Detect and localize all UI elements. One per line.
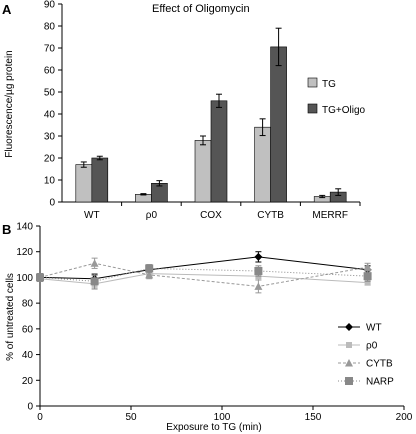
- chart-b: 0 20 40 60 80 100 120 140 0 50 100 150 200 WT ρ0 CYTB NA…: [16, 222, 412, 424]
- y-tick-label-b: 0: [27, 402, 33, 413]
- chart-a-ylabel: Fluorescence/µg protein: [4, 50, 15, 158]
- y-tick-label-a: 0: [49, 198, 55, 209]
- bar-tg-oligo: [91, 157, 109, 203]
- y-tick-label-a: 60: [44, 66, 56, 77]
- x-tick-label-b: 200: [396, 412, 413, 423]
- x-tick-label-a: ρ0: [146, 210, 158, 221]
- y-tick-label-b: 120: [16, 247, 33, 258]
- x-tick-label-b: 0: [37, 412, 43, 423]
- y-tick-label-a: 10: [44, 176, 56, 187]
- y-tick-label-a: 30: [44, 132, 56, 143]
- legend-label-a: TG+Oligo: [322, 105, 366, 116]
- point-narp: [363, 272, 372, 281]
- x-tick-label-a: WT: [84, 210, 100, 221]
- point-cytb: [254, 282, 263, 290]
- x-tick-label-a: MERRF: [312, 210, 348, 221]
- legend-swatch-a: [307, 77, 318, 88]
- legend-marker-wt: [345, 323, 353, 331]
- y-tick-label-a: 40: [44, 110, 56, 121]
- legend-swatch-a: [307, 103, 318, 114]
- legend-label-0: ρ0: [366, 341, 378, 352]
- line-narp: [39, 267, 368, 282]
- legend-label-narp: NARP: [366, 377, 394, 388]
- legend-marker-cytb: [345, 359, 353, 367]
- point-cytb: [145, 270, 154, 279]
- legend-label-wt: WT: [366, 323, 382, 334]
- chart-b-xlabel: Exposure to TG (min): [166, 422, 261, 433]
- line-wt: [39, 256, 368, 280]
- y-tick-label-a: 20: [44, 154, 56, 165]
- point-cytb: [90, 259, 99, 267]
- legend-label-a: TG: [322, 79, 336, 90]
- y-tick-label-b: 100: [16, 273, 33, 284]
- y-tick-label-a: 70: [44, 44, 56, 55]
- point-narp: [90, 277, 99, 286]
- x-tick-label-b: 50: [125, 412, 137, 423]
- y-tick-label-b: 140: [16, 222, 33, 233]
- bar-tg-oligo: [270, 46, 287, 203]
- bar-tg: [75, 164, 93, 203]
- y-tick-label-b: 80: [22, 299, 34, 310]
- y-tick-label-b: 40: [22, 350, 34, 361]
- panel-b-letter: B: [2, 222, 11, 237]
- x-tick-label-b: 100: [214, 412, 231, 423]
- chart-a-title: Effect of Oligomycin: [152, 3, 250, 15]
- point-0: [364, 279, 371, 286]
- point-wt: [254, 252, 263, 261]
- bar-tg: [194, 140, 212, 203]
- point-narp: [254, 267, 263, 275]
- y-tick-label-a: 80: [44, 22, 56, 33]
- x-tick-label-b: 150: [305, 412, 322, 423]
- y-tick-label-b: 60: [22, 324, 34, 335]
- bar-tg-oligo: [210, 100, 228, 203]
- legend-label-cytb: CYTB: [366, 359, 393, 370]
- bar-tg: [254, 126, 271, 203]
- y-tick-label-b: 20: [22, 376, 34, 387]
- point-cytb: [363, 263, 372, 271]
- legend-marker-narp: [345, 377, 353, 385]
- x-tick-label-a: COX: [200, 210, 222, 221]
- y-tick-label-a: 90: [44, 0, 56, 11]
- point-narp: [145, 264, 154, 273]
- y-tick-label-a: 50: [44, 88, 56, 99]
- point-narp: [36, 273, 44, 282]
- x-tick-label-a: CYTB: [257, 210, 284, 221]
- chart-a: 0 10 20 30 40 50 60 70 80 90 WT ρ0 COX CYTB MERRF TG TG+…: [44, 0, 366, 221]
- legend-marker-0: [346, 342, 352, 348]
- panel-a-letter: A: [2, 2, 12, 17]
- chart-b-ylabel: % of untreated cells: [5, 273, 16, 361]
